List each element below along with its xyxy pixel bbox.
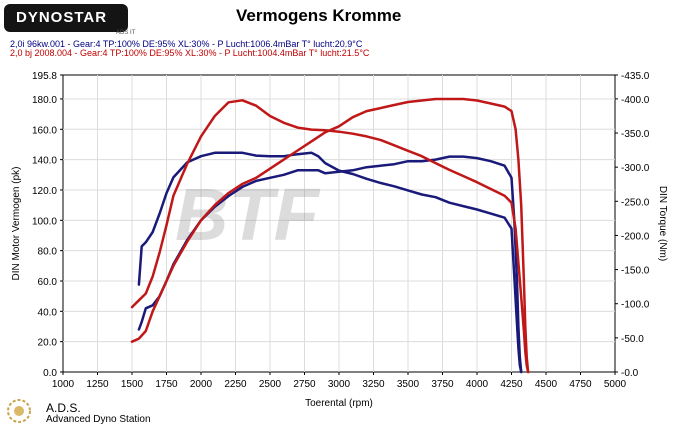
y-left-tick-label: 100.0: [32, 216, 57, 227]
y-right-tick-label: -50.0: [621, 334, 644, 345]
x-tick-label: 2250: [224, 379, 247, 390]
chart-title: Vermogens Kromme: [236, 6, 402, 25]
x-tick-label: 1750: [155, 379, 178, 390]
run2-power-line: [130, 97, 530, 374]
y-right-tick-label: -435.0: [621, 71, 650, 82]
y-left-tick-label: 80.0: [38, 247, 58, 258]
tick-labels: 1000 1250 1500 1750 2000 2250 2500 2750 3000 3250…: [32, 71, 650, 390]
y-right-tick-label: -150.0: [621, 266, 650, 277]
y-left-tick-label: 195.8: [32, 71, 57, 82]
x-tick-label: 3250: [362, 379, 385, 390]
y-left-tick-label: 20.0: [38, 338, 58, 349]
watermark-text: BTF: [175, 173, 321, 256]
x-tick-label: 3500: [397, 379, 420, 390]
dynostar-logo: DYNOSTAR: [4, 4, 128, 32]
y-left-tick-label: 0.0: [43, 368, 57, 379]
y-left-tick-label: 40.0: [38, 307, 58, 318]
x-tick-label: 4000: [466, 379, 489, 390]
y-right-tick-label: -200.0: [621, 231, 650, 242]
run2-info: 2,0 bj 2008.004 - Gear:4 TP:100% DE:95% …: [10, 48, 370, 58]
y-right-tick-label: -400.0: [621, 95, 650, 106]
x-tick-label: 2500: [259, 379, 282, 390]
x-tick-label: 4750: [569, 379, 592, 390]
y-right-tick-label: -350.0: [621, 129, 650, 140]
x-tick-label: 3750: [431, 379, 454, 390]
y-left-tick-label: 180.0: [32, 95, 57, 106]
y-axis-right-label: DIN Torque (Nm): [657, 186, 668, 261]
y-right-tick-label: -0.0: [621, 368, 639, 379]
y-left-tick-label: 60.0: [38, 277, 58, 288]
y-right-tick-label: -250.0: [621, 197, 650, 208]
x-tick-label: 4500: [535, 379, 558, 390]
series-layer: [130, 97, 530, 374]
y-axis-left-label: DIN Motor Vermogen (pk): [11, 167, 22, 281]
y-right-tick-label: -100.0: [621, 300, 650, 311]
chart-grid: [60, 74, 618, 375]
x-tick-label: 1250: [86, 379, 109, 390]
x-tick-label: 3000: [328, 379, 351, 390]
ads-name: A.D.S.: [46, 401, 81, 415]
x-tick-label: 5000: [604, 379, 627, 390]
logo-subtext: ADS IT: [116, 30, 136, 36]
y-left-tick-label: 160.0: [32, 125, 57, 136]
run2-torque-line: [130, 99, 530, 374]
btf-watermark: BTF: [175, 173, 321, 256]
x-tick-label: 1500: [121, 379, 144, 390]
x-tick-label: 4250: [500, 379, 523, 390]
y-left-tick-label: 120.0: [32, 186, 57, 197]
run1-torque-line: [137, 151, 523, 374]
ads-logo-icon: [7, 399, 31, 423]
x-tick-label: 1000: [52, 379, 75, 390]
ads-full-name: Advanced Dyno Station: [46, 414, 151, 425]
x-tick-label: 2750: [293, 379, 316, 390]
x-axis-label: Toerental (rpm): [305, 398, 373, 409]
y-right-tick-label: -300.0: [621, 163, 650, 174]
y-left-tick-label: 140.0: [32, 156, 57, 167]
run1-info: 2,0i 96kw.001 - Gear:4 TP:100% DE:95% XL…: [10, 39, 363, 49]
x-tick-label: 2000: [190, 379, 213, 390]
